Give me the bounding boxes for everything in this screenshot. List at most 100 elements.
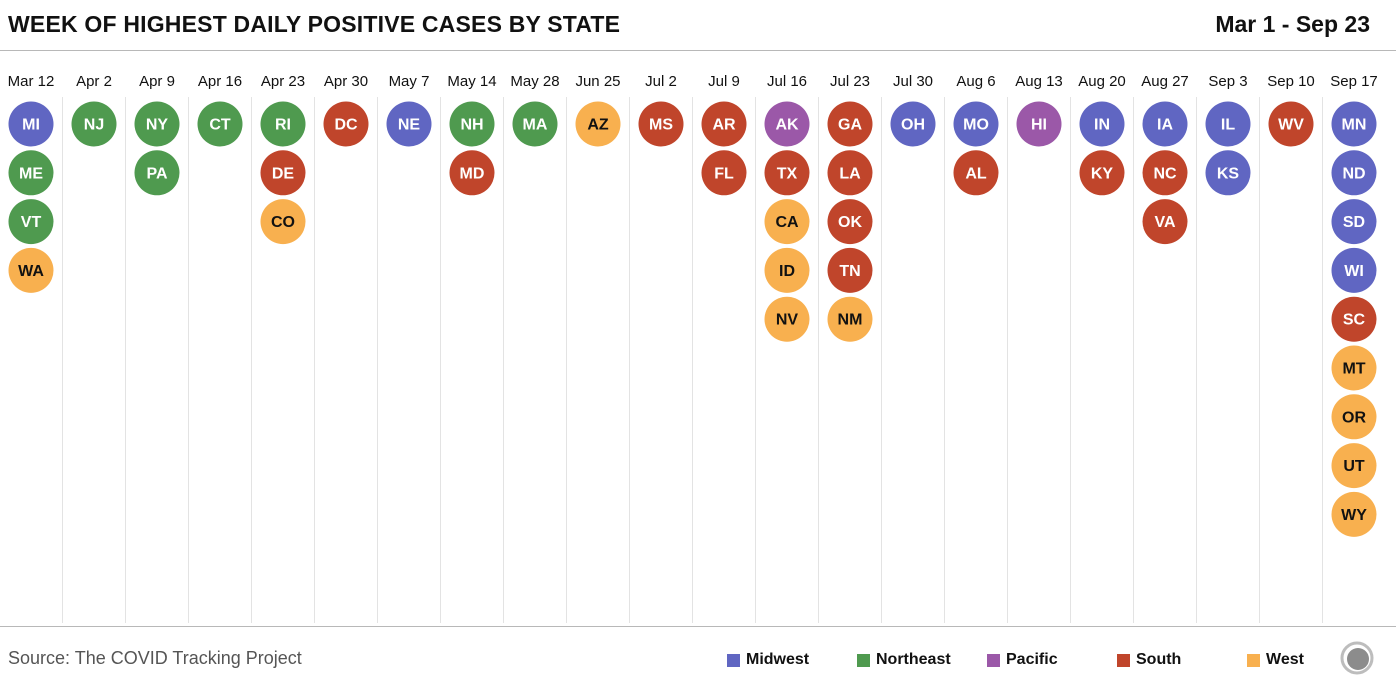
state-circle xyxy=(575,101,621,147)
state-code: IL xyxy=(1221,117,1235,134)
state-marker-or: OR xyxy=(1331,394,1377,440)
state-circle xyxy=(449,150,495,196)
state-marker-ri: RI xyxy=(260,101,306,147)
state-code: UT xyxy=(1343,458,1365,475)
week-label: May 7 xyxy=(389,73,430,90)
week-label: Aug 27 xyxy=(1141,73,1189,90)
state-code: AR xyxy=(712,117,736,134)
state-circle xyxy=(827,296,873,342)
state-code: SD xyxy=(1343,214,1365,231)
state-marker-sc: SC xyxy=(1331,296,1377,342)
week-label: Jul 30 xyxy=(893,73,933,90)
state-circle xyxy=(1331,491,1377,537)
state-circle xyxy=(1079,150,1125,196)
state-marker-nh: NH xyxy=(449,101,495,147)
state-circle xyxy=(1331,199,1377,245)
state-code: SC xyxy=(1343,312,1366,329)
state-code: LA xyxy=(839,165,861,182)
legend-swatch-pacific xyxy=(987,654,1000,667)
state-circle xyxy=(134,150,180,196)
state-marker-nj: NJ xyxy=(71,101,117,147)
state-circle xyxy=(764,150,810,196)
state-code: MO xyxy=(963,117,989,134)
state-circle xyxy=(764,247,810,293)
state-code: OR xyxy=(1342,409,1366,426)
state-circle xyxy=(8,199,54,245)
week-label: Mar 12 xyxy=(8,73,55,90)
state-marker-ut: UT xyxy=(1331,443,1377,489)
legend-label-northeast: Northeast xyxy=(876,651,951,668)
source-note: Source: The COVID Tracking Project xyxy=(8,648,302,668)
chart-title: WEEK OF HIGHEST DAILY POSITIVE CASES BY … xyxy=(8,11,621,37)
state-marker-wy: WY xyxy=(1331,491,1377,537)
state-code: GA xyxy=(838,117,862,134)
state-code: DE xyxy=(272,165,295,182)
state-code: NY xyxy=(146,117,169,134)
state-marker-wv: WV xyxy=(1268,101,1314,147)
state-code: AZ xyxy=(587,117,609,134)
state-marker-id: ID xyxy=(764,247,810,293)
state-marker-ct: CT xyxy=(197,101,243,147)
state-circle xyxy=(890,101,936,147)
week-label: Sep 3 xyxy=(1208,73,1247,90)
state-code: KS xyxy=(1217,165,1240,182)
state-circle xyxy=(1331,345,1377,391)
state-marker-ia: IA xyxy=(1142,101,1188,147)
state-marker-il: IL xyxy=(1205,101,1251,147)
state-code: NE xyxy=(398,117,421,134)
state-circle xyxy=(1268,101,1314,147)
state-marker-al: AL xyxy=(953,150,999,196)
state-circle xyxy=(260,101,306,147)
week-label: Apr 2 xyxy=(76,73,112,90)
covid-tracking-project-logo-icon xyxy=(1340,641,1374,675)
legend-swatch-south xyxy=(1117,654,1130,667)
state-code: DC xyxy=(334,117,358,134)
state-code: OK xyxy=(838,214,862,231)
state-marker-ks: KS xyxy=(1205,150,1251,196)
state-circle xyxy=(1331,247,1377,293)
state-circle xyxy=(827,199,873,245)
state-marker-ar: AR xyxy=(701,101,747,147)
state-marker-me: ME xyxy=(8,150,54,196)
state-circle xyxy=(8,101,54,147)
state-circle xyxy=(827,150,873,196)
legend-label-west: West xyxy=(1266,651,1304,668)
state-code: NH xyxy=(460,117,483,134)
state-marker-ny: NY xyxy=(134,101,180,147)
state-circle xyxy=(1331,101,1377,147)
chart-area: Mar 12 MI ME VT WA Apr 2 NJ Apr 9 NY PA Apr 16 CT Ap… xyxy=(0,51,1396,626)
legend-swatch-northeast xyxy=(857,654,870,667)
state-circle xyxy=(8,150,54,196)
state-marker-nd: ND xyxy=(1331,150,1377,196)
state-circle xyxy=(260,150,306,196)
state-marker-tx: TX xyxy=(764,150,810,196)
state-code: MD xyxy=(460,165,485,182)
week-label: Sep 10 xyxy=(1267,73,1315,90)
state-circle xyxy=(1016,101,1062,147)
state-circle xyxy=(260,199,306,245)
state-code: CT xyxy=(209,117,231,134)
state-code: NM xyxy=(838,312,863,329)
state-marker-hi: HI xyxy=(1016,101,1062,147)
week-label: Apr 30 xyxy=(324,73,368,90)
state-marker-in: IN xyxy=(1079,101,1125,147)
state-marker-mi: MI xyxy=(8,101,54,147)
state-marker-ga: GA xyxy=(827,101,873,147)
state-circle xyxy=(1205,101,1251,147)
week-label: Apr 16 xyxy=(198,73,242,90)
state-marker-ma: MA xyxy=(512,101,558,147)
state-code: MN xyxy=(1342,117,1367,134)
state-code: NV xyxy=(776,312,799,329)
legend-label-pacific: Pacific xyxy=(1006,651,1058,668)
state-code: MS xyxy=(649,117,673,134)
state-circle xyxy=(827,101,873,147)
state-marker-wi: WI xyxy=(1331,247,1377,293)
state-marker-md: MD xyxy=(449,150,495,196)
state-circle xyxy=(764,101,810,147)
state-code: RI xyxy=(275,117,291,134)
state-marker-nm: NM xyxy=(827,296,873,342)
week-label: Sep 17 xyxy=(1330,73,1378,90)
state-circle xyxy=(1142,199,1188,245)
state-marker-pa: PA xyxy=(134,150,180,196)
state-code: KY xyxy=(1091,165,1114,182)
